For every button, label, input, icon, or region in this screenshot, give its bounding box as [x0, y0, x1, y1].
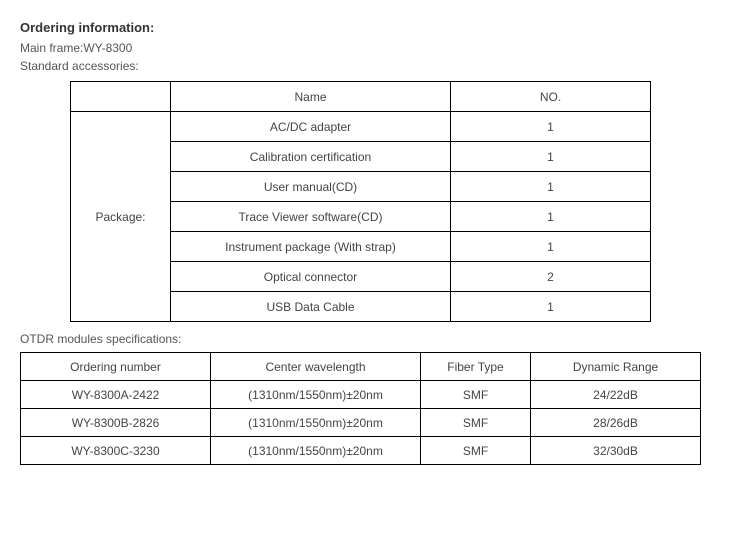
- fiber-cell: SMF: [421, 409, 531, 437]
- accessory-no: 2: [451, 262, 651, 292]
- wavelength-header: Center wavelength: [211, 353, 421, 381]
- accessory-name: Optical connector: [171, 262, 451, 292]
- table-header-row: Name NO.: [71, 82, 651, 112]
- ordering-cell: WY-8300B-2826: [21, 409, 211, 437]
- wavelength-cell: (1310nm/1550nm)±20nm: [211, 437, 421, 465]
- ordering-cell: WY-8300A-2422: [21, 381, 211, 409]
- range-cell: 32/30dB: [531, 437, 701, 465]
- range-cell: 24/22dB: [531, 381, 701, 409]
- table-row: WY-8300C-3230 (1310nm/1550nm)±20nm SMF 3…: [21, 437, 701, 465]
- name-header: Name: [171, 82, 451, 112]
- modules-section-label: OTDR modules specifications:: [20, 332, 726, 346]
- accessories-label: Standard accessories:: [20, 59, 726, 73]
- table-row: WY-8300B-2826 (1310nm/1550nm)±20nm SMF 2…: [21, 409, 701, 437]
- accessories-table: Name NO. Package: AC/DC adapter 1 Calibr…: [70, 81, 651, 322]
- accessory-no: 1: [451, 292, 651, 322]
- ordering-cell: WY-8300C-3230: [21, 437, 211, 465]
- accessory-no: 1: [451, 202, 651, 232]
- accessory-name: Instrument package (With strap): [171, 232, 451, 262]
- range-header: Dynamic Range: [531, 353, 701, 381]
- ordering-title: Ordering information:: [20, 20, 726, 35]
- accessory-no: 1: [451, 172, 651, 202]
- no-header: NO.: [451, 82, 651, 112]
- table-row: Package: AC/DC adapter 1: [71, 112, 651, 142]
- wavelength-cell: (1310nm/1550nm)±20nm: [211, 409, 421, 437]
- accessory-name: Calibration certification: [171, 142, 451, 172]
- ordering-info-header: Ordering information: Main frame:WY-8300…: [20, 20, 726, 73]
- blank-header-cell: [71, 82, 171, 112]
- main-frame-label: Main frame:: [20, 41, 83, 55]
- modules-table: Ordering number Center wavelength Fiber …: [20, 352, 701, 465]
- fiber-cell: SMF: [421, 381, 531, 409]
- main-frame-line: Main frame:WY-8300: [20, 41, 726, 55]
- accessory-name: Trace Viewer software(CD): [171, 202, 451, 232]
- package-label-cell: Package:: [71, 112, 171, 322]
- accessory-no: 1: [451, 232, 651, 262]
- accessory-no: 1: [451, 142, 651, 172]
- main-frame-value: WY-8300: [83, 41, 132, 55]
- accessory-no: 1: [451, 112, 651, 142]
- fiber-cell: SMF: [421, 437, 531, 465]
- fiber-header: Fiber Type: [421, 353, 531, 381]
- range-cell: 28/26dB: [531, 409, 701, 437]
- wavelength-cell: (1310nm/1550nm)±20nm: [211, 381, 421, 409]
- table-row: WY-8300A-2422 (1310nm/1550nm)±20nm SMF 2…: [21, 381, 701, 409]
- table-header-row: Ordering number Center wavelength Fiber …: [21, 353, 701, 381]
- accessory-name: User manual(CD): [171, 172, 451, 202]
- ordering-header: Ordering number: [21, 353, 211, 381]
- accessory-name: USB Data Cable: [171, 292, 451, 322]
- accessory-name: AC/DC adapter: [171, 112, 451, 142]
